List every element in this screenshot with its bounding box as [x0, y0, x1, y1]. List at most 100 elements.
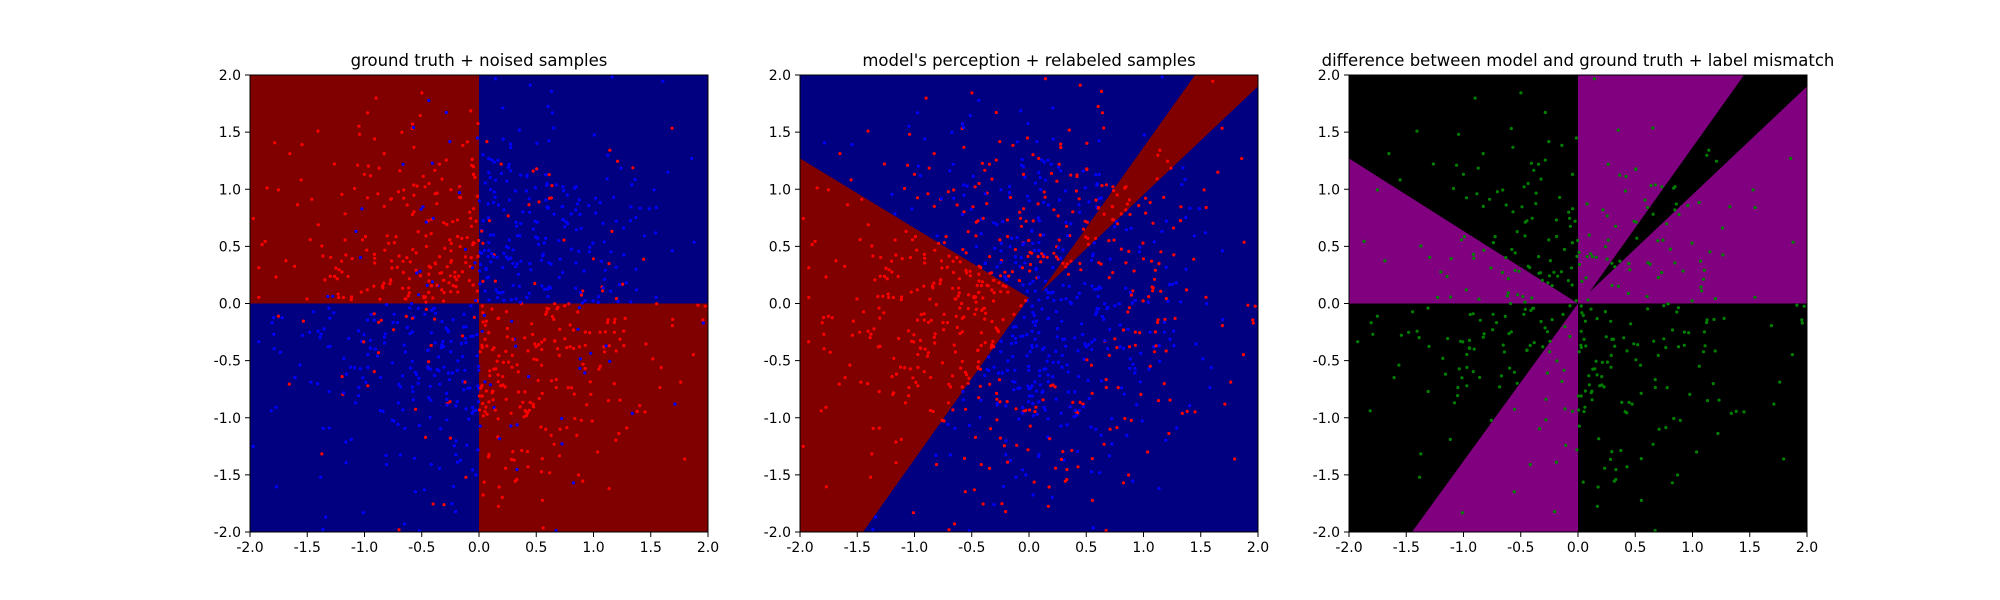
scatter-point [1032, 313, 1036, 317]
scatter-point [1677, 212, 1681, 217]
scatter-point [1568, 334, 1572, 339]
scatter-point [617, 283, 622, 287]
scatter-point [1168, 337, 1172, 341]
scatter-point [670, 126, 674, 130]
scatter-point [1672, 416, 1676, 421]
scatter-point [1368, 409, 1372, 413]
scatter-point [440, 343, 444, 347]
scatter-point [1559, 270, 1563, 274]
scatter-point [1144, 196, 1148, 200]
scatter-point [503, 385, 507, 389]
scatter-point [305, 297, 309, 301]
scatter-point [1670, 481, 1674, 485]
scatter-point [557, 353, 561, 357]
scatter-point [1154, 344, 1158, 348]
scatter-point [493, 178, 498, 182]
scatter-point [952, 188, 956, 192]
scatter-point [492, 160, 496, 164]
scatter-point [1028, 269, 1032, 273]
scatter-point [1426, 306, 1430, 310]
scatter-point [877, 389, 881, 394]
scatter-point [1064, 220, 1068, 224]
scatter-point [344, 440, 348, 444]
scatter-point [350, 257, 354, 261]
scatter-point [363, 235, 368, 239]
scatter-point [1006, 234, 1010, 239]
scatter-point [999, 188, 1003, 192]
scatter-point [1053, 385, 1057, 389]
scatter-point [410, 301, 414, 306]
scatter-point [1686, 203, 1690, 208]
scatter-point [383, 341, 387, 345]
scatter-point [448, 140, 452, 144]
scatter-point [1547, 140, 1551, 144]
scatter-point [565, 426, 569, 430]
scatter-point [596, 450, 600, 454]
scatter-point [886, 292, 890, 296]
scatter-point [1037, 275, 1041, 279]
scatter-point [401, 270, 405, 275]
scatter-point [481, 153, 485, 157]
scatter-point [1505, 294, 1509, 298]
scatter-point [877, 306, 881, 310]
scatter-point [481, 311, 485, 315]
scatter-point [558, 257, 562, 261]
scatter-point [481, 279, 485, 283]
scatter-point [879, 255, 883, 259]
scatter-point [477, 238, 481, 243]
scatter-point [430, 308, 434, 312]
scatter-point [977, 98, 981, 103]
scatter-point [926, 351, 931, 355]
scatter-point [884, 266, 888, 270]
scatter-point [509, 142, 513, 146]
scatter-point [449, 339, 453, 343]
scatter-point [457, 274, 461, 278]
scatter-point [567, 302, 571, 306]
scatter-point [918, 346, 922, 350]
scatter-point [1162, 330, 1166, 334]
scatter-point [549, 379, 554, 383]
scatter-point [859, 380, 863, 384]
scatter-point [575, 202, 579, 206]
scatter-point [1204, 205, 1208, 210]
scatter-point [509, 169, 513, 173]
scatter-point [1015, 443, 1019, 447]
scatter-point [1008, 184, 1012, 189]
scatter-point [1653, 528, 1657, 532]
scatter-point [476, 384, 480, 388]
scatter-point [1065, 224, 1069, 228]
scatter-point [1600, 383, 1604, 387]
scatter-point [1522, 185, 1526, 189]
scatter-point [1046, 417, 1050, 421]
scatter-point [1129, 293, 1134, 297]
scatter-point [1085, 358, 1089, 362]
scatter-point [547, 261, 551, 265]
scatter-point [1555, 359, 1559, 363]
scatter-point [511, 450, 515, 454]
scatter-point [352, 186, 357, 191]
y-tick-label: 1.0 [769, 182, 791, 198]
scatter-point [1019, 109, 1023, 113]
scatter-point [609, 289, 613, 293]
scatter-point [321, 528, 325, 532]
scatter-point [276, 314, 280, 318]
scatter-point [414, 268, 418, 272]
scatter-point [915, 288, 919, 292]
scatter-point [1033, 410, 1037, 414]
scatter-point [683, 457, 687, 461]
scatter-point [1063, 479, 1067, 483]
scatter-point [618, 337, 622, 341]
scatter-point [560, 416, 564, 421]
scatter-point [481, 401, 485, 406]
scatter-point [1595, 504, 1599, 508]
scatter-point [401, 162, 405, 166]
scatter-point [563, 304, 567, 308]
scatter-point [1050, 495, 1054, 499]
scatter-point [483, 380, 487, 384]
scatter-point [1682, 343, 1686, 347]
scatter-point [257, 266, 261, 270]
scatter-point [629, 205, 633, 209]
scatter-point [1587, 383, 1591, 387]
scatter-point [996, 371, 1001, 375]
scatter-point [990, 343, 994, 347]
